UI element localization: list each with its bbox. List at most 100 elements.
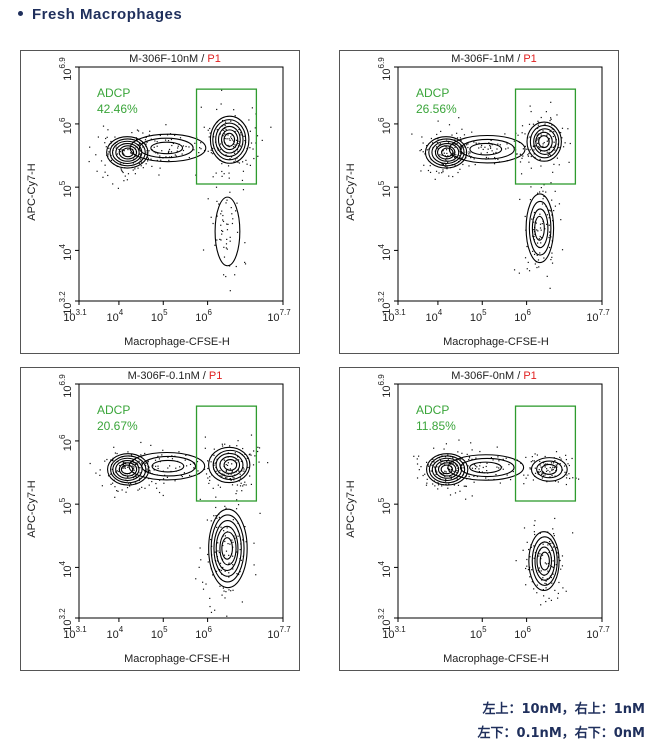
event-dot [227, 165, 230, 167]
event-dot [147, 160, 149, 162]
event-dot [207, 150, 209, 152]
event-dot [207, 198, 209, 200]
event-dot [220, 569, 222, 572]
adcp-gate [195, 88, 258, 185]
event-dot [562, 146, 565, 148]
event-dot [535, 222, 537, 224]
event-dot [225, 154, 227, 156]
event-dot [222, 587, 224, 589]
event-dot [225, 202, 227, 204]
plot-title: M-306F-1nM / P1 [451, 53, 537, 65]
event-dot [225, 275, 227, 278]
event-dot [552, 546, 555, 548]
event-dot [223, 459, 226, 461]
event-dot [117, 490, 119, 492]
plot-title-population: P1 [523, 370, 536, 382]
event-dots [411, 101, 571, 289]
event-dot [546, 134, 548, 136]
event-dot [456, 137, 459, 139]
contour-line [426, 453, 469, 486]
event-dot [232, 568, 234, 570]
event-dot [243, 470, 245, 472]
event-dot [528, 123, 531, 125]
event-dot [214, 462, 217, 464]
event-dot [235, 210, 237, 212]
x-tick-label: 106 [195, 625, 212, 641]
event-dot [534, 453, 536, 455]
event-dot [437, 138, 439, 140]
event-dot [146, 150, 148, 152]
gate-percent-label: 26.56% [416, 102, 457, 116]
event-dot [551, 542, 553, 544]
event-dot [223, 554, 226, 556]
contour-line [215, 452, 244, 477]
event-dot [238, 128, 240, 131]
event-dot [437, 120, 439, 122]
event-dot [486, 151, 488, 154]
event-dot [435, 470, 437, 472]
event-dot [145, 163, 147, 165]
event-dot [236, 231, 239, 233]
contour-line [210, 514, 245, 583]
event-dot [149, 470, 151, 472]
event-dot [188, 156, 190, 159]
event-dot [438, 144, 440, 146]
event-dot [536, 229, 538, 231]
x-tick-label: 103.1 [63, 625, 87, 641]
event-dot [473, 464, 476, 466]
event-dot [524, 145, 526, 147]
event-dot [133, 469, 135, 472]
event-dot [538, 238, 540, 240]
event-dot [459, 149, 461, 151]
event-dot [548, 217, 550, 219]
event-dot [242, 161, 244, 163]
event-dot [240, 559, 242, 561]
event-dot [207, 561, 209, 563]
event-dot [225, 469, 228, 471]
x-axis-label: Macrophage-CFSE-H [443, 336, 549, 348]
event-dot [497, 158, 499, 161]
event-dot [244, 261, 246, 264]
event-dot [533, 545, 535, 547]
contour-line [121, 147, 135, 158]
event-dot [257, 446, 259, 448]
event-dot [158, 491, 161, 494]
event-dot [244, 526, 246, 528]
event-dot [170, 138, 173, 141]
event-dot [543, 464, 546, 466]
event-dot [222, 230, 224, 233]
event-dot [184, 459, 186, 461]
event-dot [229, 290, 231, 292]
event-dot [453, 143, 455, 145]
event-dots [88, 89, 272, 292]
event-dot [543, 475, 545, 477]
event-dot [207, 553, 209, 556]
event-dot [549, 542, 551, 545]
event-dot [525, 456, 527, 459]
event-dot [492, 152, 495, 154]
x-tick-label: 105 [470, 625, 487, 641]
event-dot [550, 118, 552, 120]
event-dot [538, 468, 540, 471]
event-dot [478, 468, 480, 470]
event-dot [126, 487, 129, 489]
event-dot [135, 476, 137, 478]
event-dot [127, 148, 129, 151]
event-dot [424, 153, 426, 155]
event-dot [89, 146, 91, 148]
event-dot [533, 235, 535, 238]
event-dot [529, 198, 532, 201]
event-dot [486, 462, 488, 464]
event-dot [222, 544, 224, 547]
event-dot [534, 156, 536, 159]
event-dot [150, 158, 152, 160]
event-dot [537, 259, 540, 261]
event-dot [532, 145, 535, 147]
event-dot [223, 173, 225, 175]
event-dot [139, 467, 141, 469]
event-dot [561, 565, 564, 567]
event-dot [112, 482, 114, 484]
event-dot [214, 609, 216, 611]
event-dot [459, 168, 461, 170]
event-dot [135, 146, 137, 148]
